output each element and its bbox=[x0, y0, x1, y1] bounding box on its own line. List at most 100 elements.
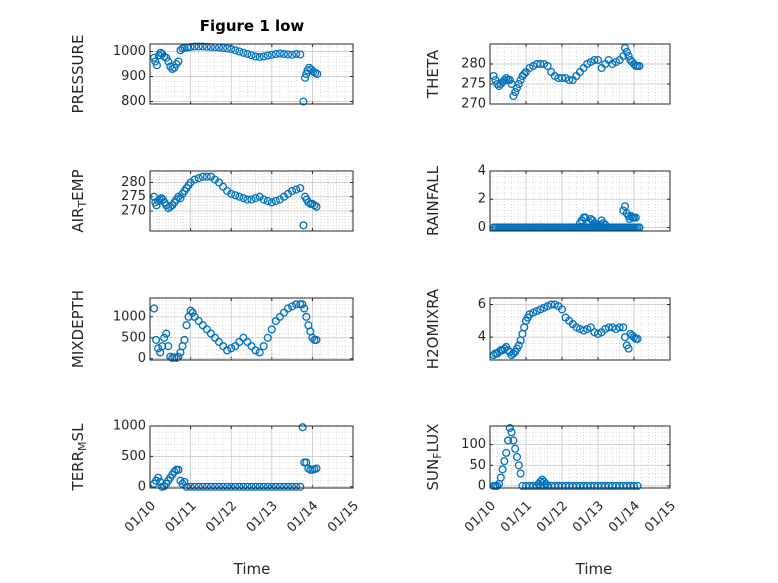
mixdepth-point bbox=[300, 304, 309, 313]
sunflux-axes-box bbox=[489, 425, 671, 489]
airtemp-point bbox=[263, 196, 272, 206]
rainfall-axes-box bbox=[489, 170, 671, 232]
airtemp-point bbox=[299, 221, 308, 230]
mixdepth-point bbox=[152, 335, 161, 344]
sunflux-point bbox=[541, 479, 550, 488]
rainfall-y-tick-label: 0 bbox=[478, 220, 486, 235]
mixdepth-y-tick-label: 1000 bbox=[113, 309, 146, 324]
rainfall-point bbox=[595, 220, 604, 229]
mixdepth-point bbox=[160, 333, 169, 342]
h2omixra-ylabel: H2OMIXRA bbox=[424, 288, 442, 369]
mixdepth-point bbox=[263, 333, 272, 342]
terrmsl-y-tick-label: 0 bbox=[138, 479, 146, 494]
pressure-point bbox=[313, 69, 322, 79]
theta-point bbox=[593, 55, 603, 65]
x-axis-label-left: Time bbox=[233, 560, 271, 578]
rainfall-point bbox=[631, 213, 640, 222]
terrmsl-point bbox=[247, 482, 256, 491]
sunflux-x-tick-label: 01/13 bbox=[570, 498, 607, 535]
h2omixra-point bbox=[557, 305, 567, 314]
pressure-y-tick-label: 1000 bbox=[113, 44, 146, 59]
theta-point bbox=[509, 91, 518, 101]
sunflux-point bbox=[629, 481, 639, 490]
airtemp-markers bbox=[150, 172, 321, 230]
mixdepth-point bbox=[247, 342, 256, 351]
mixdepth-point bbox=[206, 329, 215, 338]
sunflux-point bbox=[516, 469, 525, 478]
theta-point bbox=[543, 61, 552, 71]
pressure-point bbox=[152, 61, 161, 70]
airtemp-point bbox=[243, 195, 252, 204]
rainfall-point bbox=[620, 202, 630, 211]
terrmsl-x-tick-label: 01/11 bbox=[163, 498, 200, 535]
terrmsl-point bbox=[210, 482, 220, 491]
mixdepth-point bbox=[198, 321, 207, 330]
theta-markers bbox=[489, 43, 644, 101]
sunflux-x-tick-label: 01/10 bbox=[462, 498, 499, 535]
terrmsl-point bbox=[288, 482, 297, 491]
h2omixra-point bbox=[633, 334, 642, 343]
subplot-pressure: 800 900 1000 PRESSURE bbox=[69, 35, 354, 114]
pressure-point bbox=[219, 43, 228, 53]
sunflux-point bbox=[502, 448, 511, 457]
h2omixra-point bbox=[514, 341, 523, 350]
terrmsl-point bbox=[279, 482, 289, 491]
subplot-mixdepth: 0 500 1000 MIXDEPTH bbox=[69, 290, 354, 368]
theta-point bbox=[493, 79, 502, 89]
airtemp-point bbox=[296, 184, 305, 193]
mixdepth-ylabel: MIXDEPTH bbox=[69, 290, 87, 368]
mixdepth-point bbox=[255, 348, 264, 357]
terrmsl-ylabel: TERRMSL bbox=[69, 423, 89, 492]
rainfall-point bbox=[599, 219, 608, 228]
terrmsl-point bbox=[214, 482, 224, 491]
pressure-point bbox=[176, 46, 185, 55]
terrmsl-point bbox=[154, 473, 163, 482]
mixdepth-point bbox=[279, 308, 289, 317]
mixdepth-point bbox=[182, 321, 191, 330]
mixdepth-plot-area bbox=[150, 298, 353, 360]
terrmsl-x-tick-label: 01/12 bbox=[203, 498, 240, 535]
mixdepth-point bbox=[302, 312, 311, 321]
theta-point bbox=[512, 83, 522, 93]
mixdepth-point bbox=[283, 304, 293, 313]
terrmsl-point bbox=[296, 482, 305, 491]
sunflux-point bbox=[505, 424, 514, 433]
pressure-y-tick-label: 800 bbox=[121, 94, 146, 109]
pressure-point bbox=[198, 42, 207, 51]
theta-point bbox=[505, 75, 514, 85]
terrmsl-point bbox=[283, 482, 293, 491]
mixdepth-point bbox=[219, 342, 228, 351]
theta-ylabel: THETA bbox=[424, 49, 442, 99]
airtemp-point bbox=[251, 194, 260, 203]
pressure-point bbox=[174, 57, 183, 66]
mixdepth-point bbox=[154, 344, 163, 353]
subplot-theta: 270 275 280 THETA bbox=[424, 43, 671, 112]
terrmsl-point bbox=[186, 482, 195, 491]
rainfall-y-tick-label: 2 bbox=[478, 192, 486, 207]
figure-title: Figure 1 low bbox=[200, 17, 305, 35]
airtemp-point bbox=[231, 191, 240, 200]
mixdepth-point bbox=[308, 333, 317, 342]
mixdepth-axes-box bbox=[149, 297, 354, 361]
theta-point bbox=[500, 75, 509, 85]
terrmsl-x-tick-label: 01/13 bbox=[244, 498, 281, 535]
terrmsl-point bbox=[194, 482, 203, 491]
pressure-ylabel: PRESSURE bbox=[69, 35, 87, 114]
mixdepth-point bbox=[188, 308, 197, 317]
mixdepth-point bbox=[150, 304, 159, 313]
pressure-axes-box bbox=[149, 43, 354, 105]
airtemp-ylabel: AIRTEMP bbox=[69, 169, 89, 232]
theta-point bbox=[491, 75, 500, 85]
pressure-y-tick-label: 900 bbox=[121, 69, 146, 84]
mixdepth-point bbox=[259, 342, 268, 351]
terrmsl-point bbox=[235, 482, 244, 491]
terrmsl-markers bbox=[150, 423, 321, 491]
pressure-point bbox=[194, 42, 203, 51]
sunflux-point bbox=[496, 473, 505, 482]
sunflux-markers bbox=[489, 424, 642, 490]
sunflux-point bbox=[509, 436, 518, 445]
mixdepth-point bbox=[190, 312, 199, 321]
theta-point bbox=[511, 87, 520, 97]
terrmsl-point bbox=[170, 467, 179, 476]
